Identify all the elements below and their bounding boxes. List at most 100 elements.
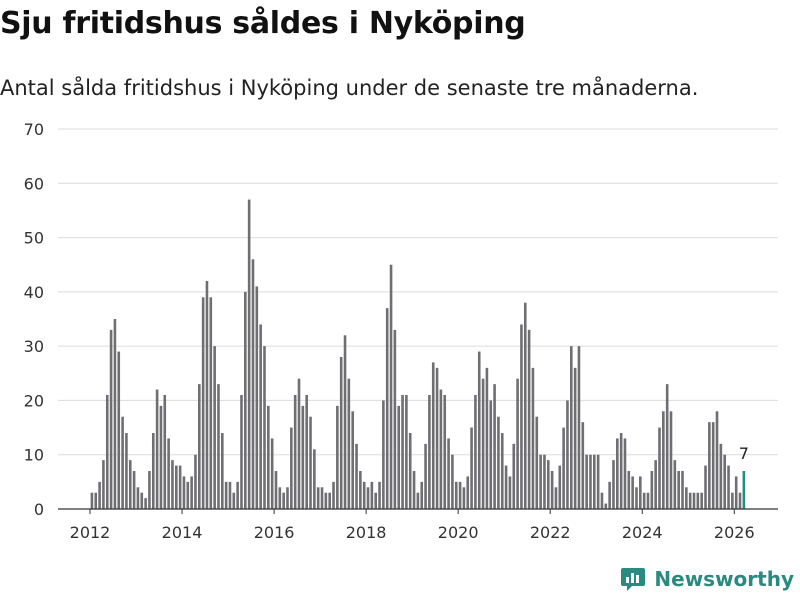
bar — [677, 471, 680, 509]
bar — [566, 400, 569, 509]
bar — [508, 476, 512, 509]
bar — [259, 324, 262, 509]
bar — [727, 465, 730, 509]
bar — [642, 492, 646, 509]
bar — [466, 476, 470, 509]
bar — [347, 378, 351, 509]
bar — [336, 405, 339, 509]
bar — [194, 454, 197, 509]
bar — [416, 492, 420, 509]
bar — [639, 476, 642, 509]
bar — [247, 199, 251, 509]
bar — [581, 422, 585, 509]
x-tick-label: 2020 — [438, 523, 479, 542]
bar — [658, 427, 661, 509]
y-tick-label: 70 — [24, 120, 44, 139]
bar — [297, 378, 301, 509]
bar — [148, 471, 151, 509]
bar — [443, 395, 447, 509]
bar — [98, 481, 101, 509]
bar — [339, 357, 343, 509]
bar — [577, 346, 581, 509]
bar — [554, 487, 558, 509]
bar — [113, 319, 117, 509]
bar — [692, 492, 696, 509]
bar — [236, 481, 239, 509]
bar — [546, 460, 550, 509]
bar — [562, 427, 565, 509]
bar — [128, 460, 132, 509]
bar — [90, 492, 94, 509]
bar — [132, 471, 136, 509]
bar — [481, 378, 485, 509]
x-tick-label: 2012 — [70, 523, 111, 542]
brand-logo: Newsworthy — [620, 566, 794, 592]
y-tick-label: 20 — [24, 391, 44, 410]
bar — [362, 481, 366, 509]
bar — [734, 476, 738, 509]
bar — [470, 427, 473, 509]
bar — [612, 460, 615, 509]
bar — [708, 422, 711, 509]
bar — [596, 454, 600, 509]
bar — [251, 259, 255, 509]
bar — [228, 481, 232, 509]
bar — [723, 454, 726, 509]
bar — [359, 471, 362, 509]
bar — [159, 405, 163, 509]
bar — [619, 433, 623, 509]
bar — [290, 427, 293, 509]
bar — [232, 492, 236, 509]
bar — [274, 471, 278, 509]
bar — [608, 481, 611, 509]
bar — [105, 395, 109, 509]
bar — [435, 367, 439, 509]
bar — [489, 400, 493, 509]
bar — [485, 367, 489, 509]
bar — [190, 476, 193, 509]
bar — [531, 367, 535, 509]
y-tick-label: 40 — [24, 283, 44, 302]
bar — [543, 454, 546, 509]
x-tick-label: 2018 — [346, 523, 387, 542]
bar — [439, 389, 443, 509]
bar — [324, 492, 328, 509]
bar — [520, 324, 523, 509]
bar — [589, 454, 592, 509]
bar — [167, 438, 170, 509]
bar — [282, 492, 285, 509]
bar — [616, 438, 619, 509]
bar — [355, 443, 358, 509]
bar — [125, 433, 128, 509]
bar — [738, 492, 742, 509]
bar — [389, 264, 393, 509]
bar — [301, 405, 305, 509]
bar — [144, 498, 147, 509]
bar — [213, 346, 216, 509]
bar — [370, 481, 374, 509]
bar — [270, 438, 274, 509]
bar — [201, 297, 205, 509]
bar — [217, 384, 220, 509]
bar — [631, 476, 634, 509]
bar — [178, 465, 182, 509]
bar — [688, 492, 692, 509]
bar — [458, 481, 462, 509]
bar — [493, 384, 496, 509]
bar — [497, 416, 500, 509]
y-tick-label: 60 — [24, 174, 44, 193]
bar — [205, 281, 209, 509]
bar — [155, 389, 159, 509]
bar — [673, 460, 677, 509]
x-tick-label: 2022 — [530, 523, 571, 542]
bar — [221, 433, 224, 509]
y-tick-label: 10 — [24, 446, 44, 465]
bar — [573, 367, 577, 509]
x-tick-label: 2016 — [254, 523, 295, 542]
bar — [255, 286, 259, 509]
bar — [94, 492, 98, 509]
bar — [523, 302, 527, 509]
bar — [316, 487, 320, 509]
bar — [431, 362, 435, 509]
bar — [700, 492, 703, 509]
